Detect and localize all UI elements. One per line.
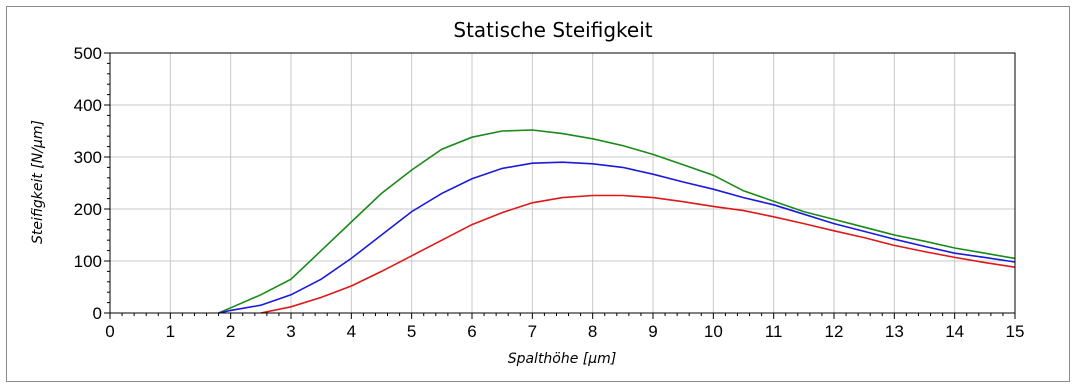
x-tick-label: 4	[347, 322, 356, 341]
chart-title: Statische Steifigkeit	[453, 18, 652, 42]
y-tick-label: 500	[74, 44, 102, 63]
x-tick-label: 12	[825, 322, 844, 341]
y-tick-label: 100	[74, 252, 102, 271]
series-line-1	[218, 129, 1016, 314]
y-tick-label: 300	[74, 148, 102, 167]
x-tick-label: 5	[407, 322, 416, 341]
y-axis-label: Steifigkeit [N/µm]	[30, 120, 46, 244]
series-lines	[218, 129, 1016, 314]
x-tick-label: 1	[166, 322, 175, 341]
x-tick-label: 10	[704, 322, 723, 341]
y-tick-labels: 0 100 200 300 400 500	[74, 44, 102, 323]
x-axis-label: Spalthöhe [µm]	[508, 351, 617, 367]
x-tick-label: 2	[226, 322, 235, 341]
axes	[104, 52, 1016, 319]
x-tick-label: 11	[765, 322, 783, 341]
y-tick-label: 200	[74, 200, 102, 219]
series-line-2	[218, 161, 1016, 314]
y-tick-label: 400	[74, 96, 102, 115]
x-tick-label: 8	[588, 322, 597, 341]
x-tick-label: 0	[105, 322, 114, 341]
x-tick-label: 15	[1006, 322, 1025, 341]
x-tick-label: 9	[648, 322, 657, 341]
series-line-3	[260, 194, 1016, 314]
x-tick-label: 6	[467, 322, 476, 341]
y-tick-label: 0	[93, 304, 102, 323]
x-tick-label: 3	[286, 322, 295, 341]
plot-border	[109, 52, 1016, 314]
chart-frame	[6, 6, 1070, 382]
x-tick-label: 7	[528, 322, 537, 341]
x-tick-labels: 0 1 2 3 4 5 6 7 8 9 10 11 12 13 14 15	[105, 322, 1024, 341]
x-tick-label: 14	[945, 322, 964, 341]
x-tick-label: 13	[885, 322, 904, 341]
grid	[110, 52, 1016, 313]
